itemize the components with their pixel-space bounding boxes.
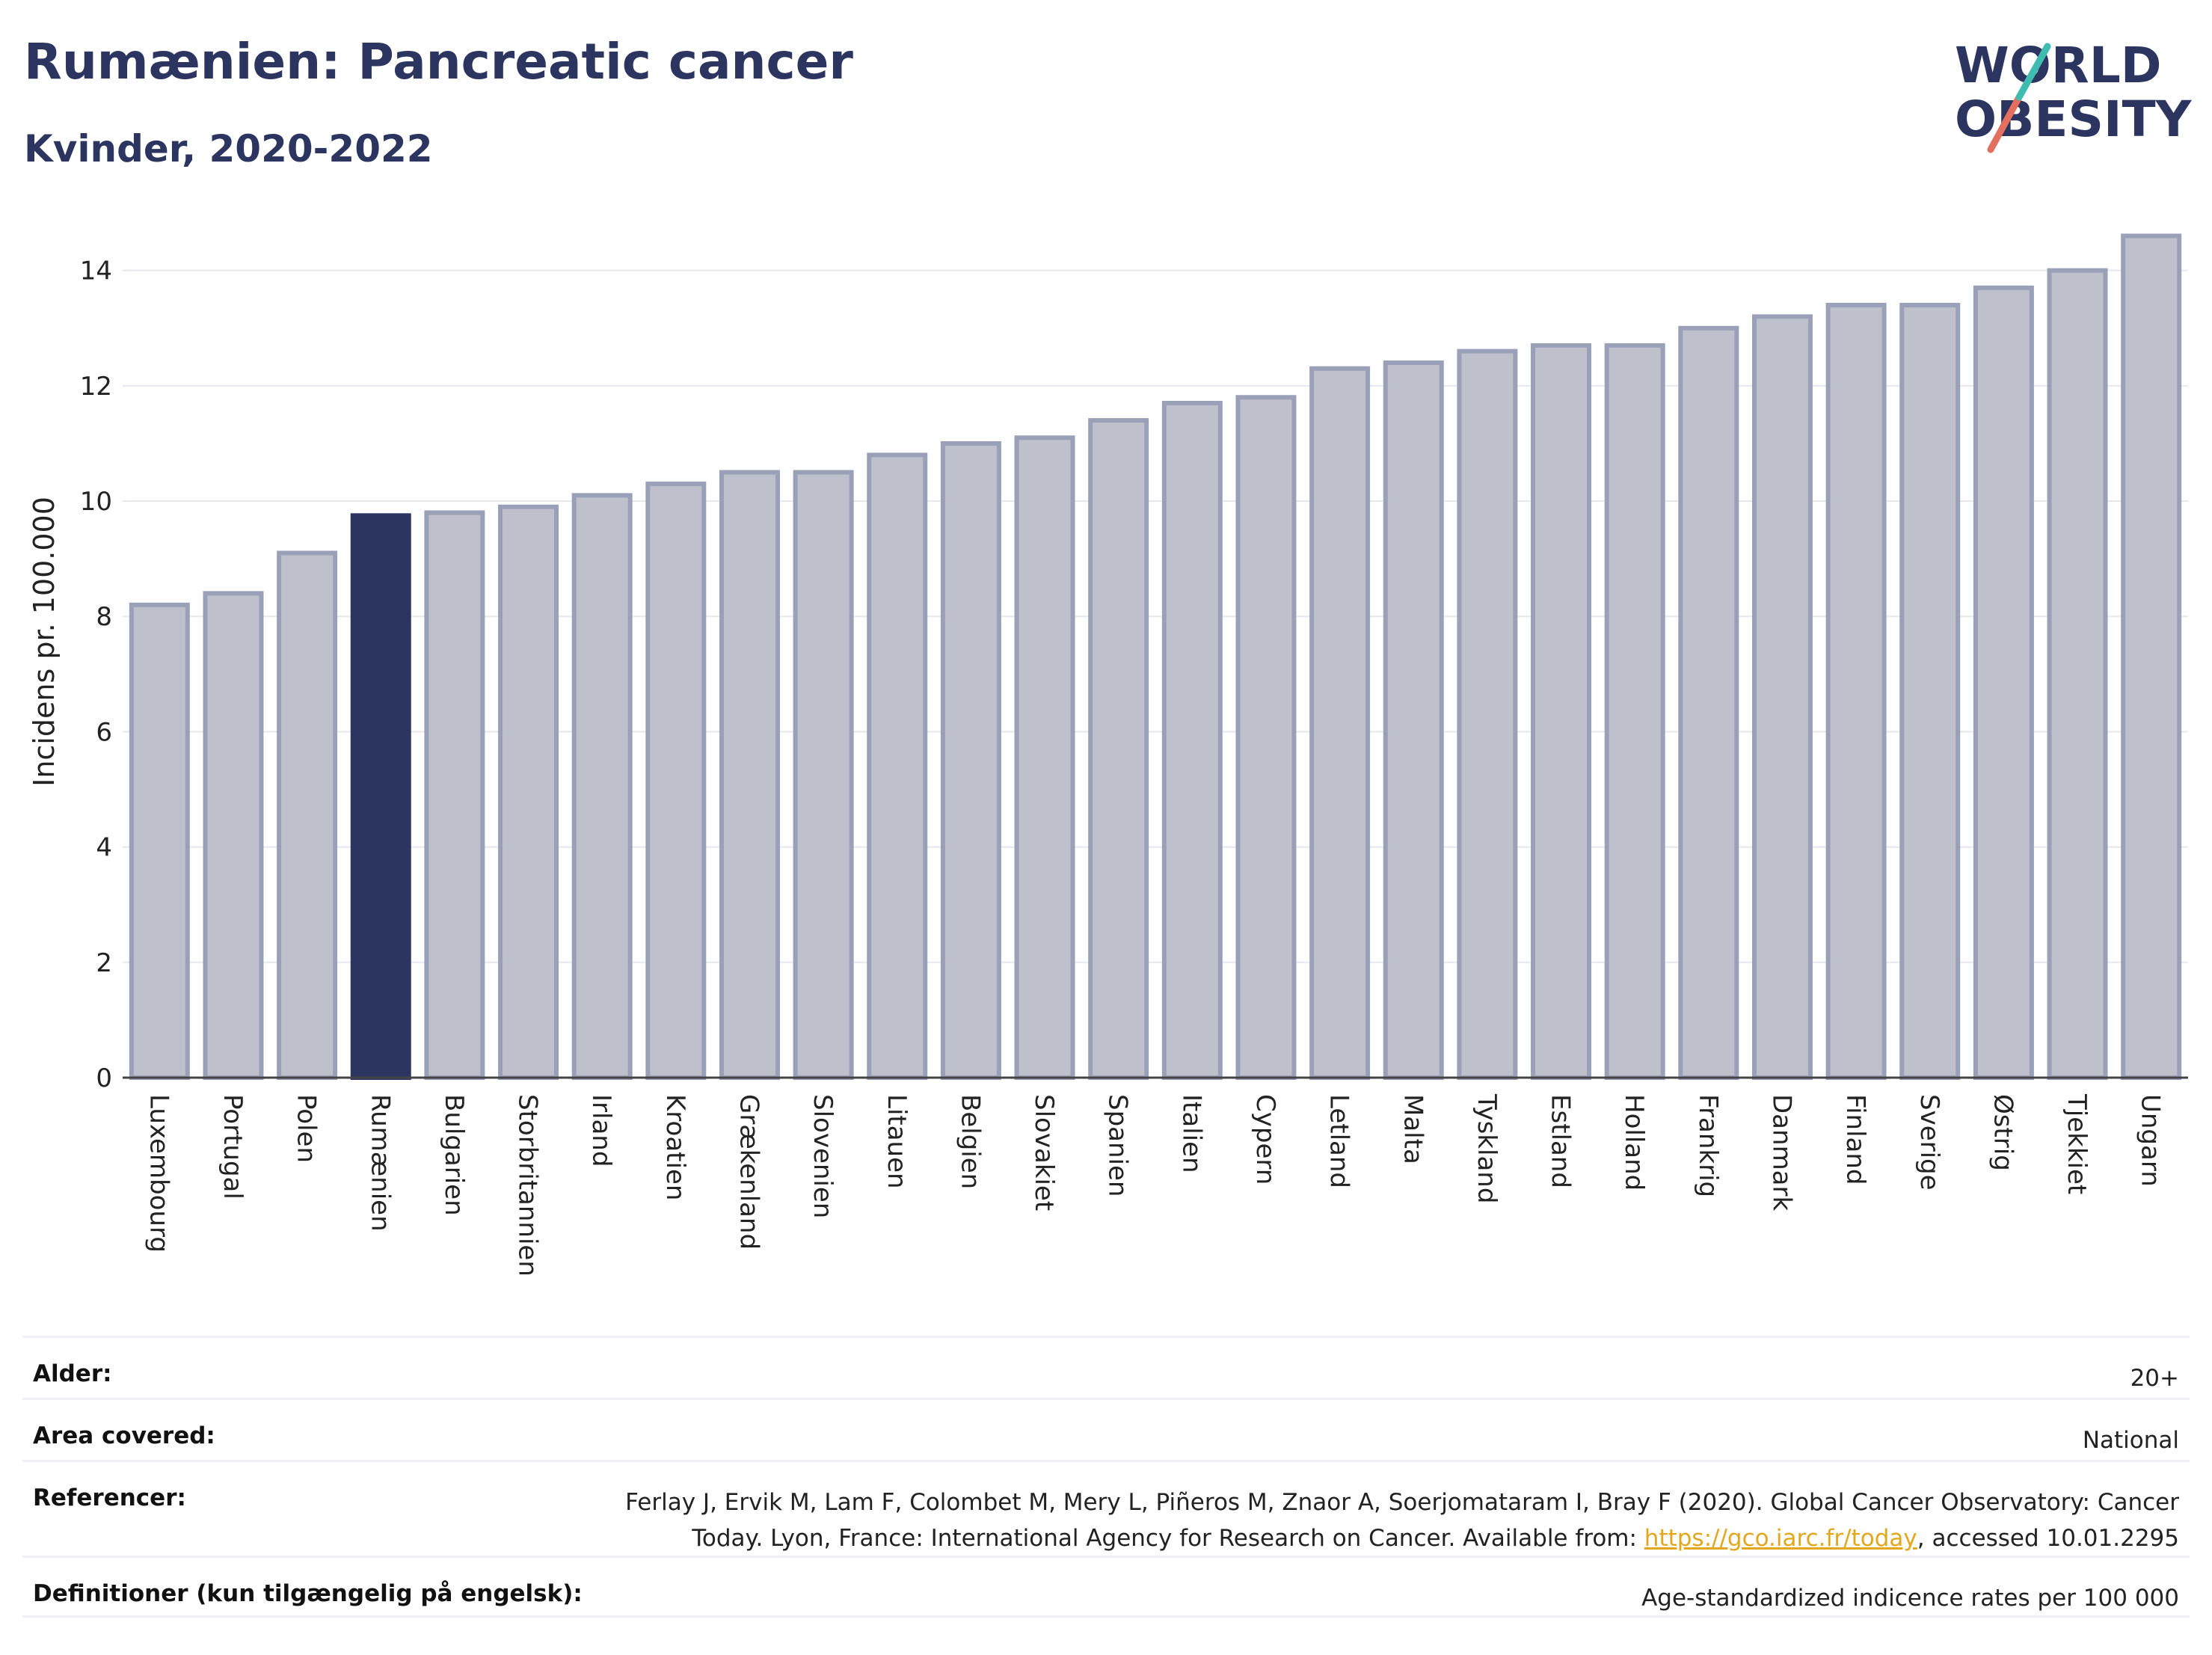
x-tick-label: Slovakiet — [1029, 1094, 1059, 1211]
bar-chart: 0 2 4 6 8 10 12 14 Luxembourg Portugal Polen Rumæn… — [28, 233, 2188, 1277]
bar-letland — [1309, 366, 1371, 1080]
bar-grækenland — [719, 470, 780, 1080]
meta-value: 20+ — [2130, 1365, 2179, 1392]
bar-spanien — [1088, 418, 1149, 1080]
bar-bulgarien — [424, 510, 485, 1080]
meta-value: Ferlay J, Ervik M, Lam F, Colombet M, Me… — [625, 1484, 2179, 1556]
x-tick-label: Tjekkiet — [2062, 1093, 2092, 1194]
x-tick-label: Storbritannien — [513, 1094, 543, 1277]
x-tick-label: Irland — [586, 1094, 616, 1167]
bar-østrig — [1973, 285, 2034, 1080]
reference-line-1: Ferlay J, Ervik M, Lam F, Colombet M, Me… — [625, 1489, 2179, 1516]
x-tick-label: Kroatien — [660, 1094, 690, 1200]
y-axis-title: Incidens pr. 100.000 — [28, 497, 61, 787]
logo-slash-red — [1987, 93, 2023, 153]
x-tick-label: Malta — [1398, 1094, 1428, 1164]
bar-finland — [1825, 302, 1887, 1081]
bar-frankrig — [1678, 325, 1739, 1080]
x-tick-label: Polen — [292, 1094, 322, 1163]
bar-estland — [1531, 343, 1592, 1081]
x-tick-label: Danmark — [1766, 1094, 1796, 1211]
bar-sverige — [1899, 302, 1961, 1081]
bars — [129, 233, 2182, 1081]
x-tick-label: Grækenland — [734, 1094, 764, 1250]
logo-word-1: WORLD — [1955, 37, 2162, 94]
bar-italien — [1161, 400, 1223, 1080]
y-tick-label: 8 — [96, 602, 112, 632]
bar-slovakiet — [1014, 435, 1075, 1080]
meta-value: National — [2082, 1427, 2179, 1454]
bar-cypern — [1235, 395, 1297, 1080]
bar-ungarn — [2121, 233, 2182, 1080]
y-tick-label: 10 — [80, 487, 112, 517]
meta-label: Definitioner (kun tilgængelig på engelsk… — [33, 1580, 583, 1607]
x-tick-label: Spanien — [1103, 1094, 1133, 1197]
meta-value: Age-standardized indicence rates per 100… — [1641, 1585, 2179, 1612]
bar-holland — [1604, 343, 1665, 1081]
world-obesity-logo: WORLD OBESITY — [1955, 37, 2193, 153]
bar-slovenien — [793, 470, 854, 1080]
page-title: Rumænien: Pancreatic cancer — [24, 33, 853, 90]
bar-storbritannien — [498, 504, 559, 1080]
meta-label: Area covered: — [33, 1422, 215, 1449]
x-tick-label: Sverige — [1914, 1094, 1944, 1191]
bar-litauen — [867, 452, 928, 1080]
bar-irland — [571, 493, 633, 1080]
page-subtitle: Kvinder, 2020-2022 — [24, 127, 433, 171]
meta-label: Alder: — [33, 1360, 112, 1387]
metadata-table: Alder: 20+ Area covered: National Refere… — [22, 1336, 2190, 1618]
x-tick-label: Cypern — [1250, 1094, 1280, 1185]
x-tick-label: Luxembourg — [144, 1094, 173, 1253]
bar-tjekkiet — [2047, 268, 2108, 1081]
bar-portugal — [203, 591, 264, 1080]
reference-line-2-post: , accessed 10.01.2295 — [1917, 1525, 2179, 1552]
x-tick-label: Belgien — [955, 1094, 985, 1189]
y-tick-label: 2 — [96, 948, 112, 978]
x-tick-label: Slovenien — [808, 1094, 838, 1218]
logo-slash-teal — [2015, 43, 2051, 101]
y-tick-label: 14 — [80, 257, 112, 286]
y-tick-label: 6 — [96, 717, 112, 747]
bar-rumænien — [350, 513, 411, 1080]
meta-row-age: Alder: 20+ — [22, 1336, 2190, 1398]
y-tick-label: 0 — [96, 1063, 112, 1093]
bar-luxembourg — [129, 602, 190, 1080]
x-tick-label: Østrig — [1988, 1094, 2018, 1171]
meta-row-area: Area covered: National — [22, 1398, 2190, 1460]
bar-tyskland — [1457, 348, 1518, 1080]
bar-malta — [1383, 360, 1444, 1080]
bar-danmark — [1751, 314, 1813, 1080]
meta-label: Referencer: — [33, 1484, 186, 1511]
bar-polen — [277, 550, 338, 1080]
bar-belgien — [940, 440, 1001, 1080]
x-tick-label: Tyskland — [1472, 1093, 1502, 1203]
bar-kroatien — [645, 481, 707, 1080]
x-tick-label: Rumænien — [365, 1094, 395, 1232]
x-tick-label: Frankrig — [1693, 1094, 1723, 1197]
y-tick-label: 4 — [96, 833, 112, 863]
x-tick-label: Litauen — [882, 1094, 912, 1189]
x-tick-label: Holland — [1619, 1094, 1649, 1191]
x-tick-label: Finland — [1840, 1094, 1870, 1185]
x-tick-label: Estland — [1546, 1094, 1576, 1188]
x-tick-labels: Luxembourg Portugal Polen Rumænien Bulgarien… — [144, 1093, 2165, 1277]
x-tick-label: Bulgarien — [439, 1094, 469, 1216]
x-tick-label: Portugal — [218, 1094, 248, 1200]
y-tick-label: 12 — [80, 372, 112, 402]
x-tick-label: Letland — [1324, 1094, 1354, 1188]
meta-row-references: Referencer: Ferlay J, Ervik M, Lam F, Co… — [22, 1460, 2190, 1556]
reference-line-2-pre: Today. Lyon, France: International Agenc… — [692, 1525, 1644, 1552]
y-tick-labels: 0 2 4 6 8 10 12 14 — [80, 257, 112, 1093]
reference-link[interactable]: https://gco.iarc.fr/today — [1644, 1525, 1917, 1552]
meta-row-definitions: Definitioner (kun tilgængelig på engelsk… — [22, 1556, 2190, 1618]
x-tick-label: Ungarn — [2136, 1094, 2166, 1187]
x-tick-label: Italien — [1176, 1094, 1206, 1173]
